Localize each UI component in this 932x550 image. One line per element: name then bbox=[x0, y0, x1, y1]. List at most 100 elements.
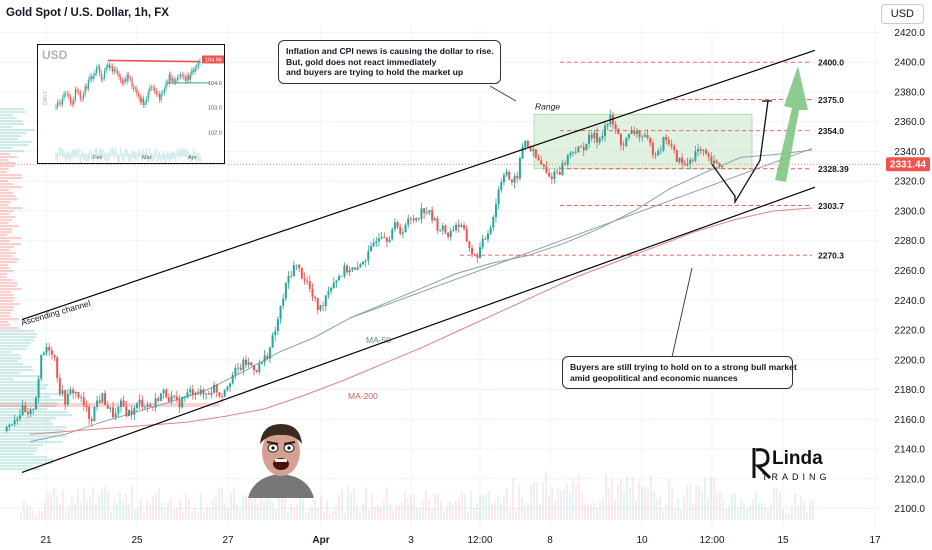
level-label: 2354.0 bbox=[818, 126, 844, 136]
inset-volume-bar bbox=[142, 149, 144, 158]
inset-candle-body bbox=[82, 94, 85, 99]
level-label: 2270.3 bbox=[818, 251, 844, 261]
candle-body bbox=[197, 393, 200, 395]
volume-bar bbox=[728, 505, 730, 520]
profile-bar bbox=[0, 183, 14, 186]
profile-bar bbox=[0, 288, 23, 291]
profile-bar bbox=[0, 399, 64, 402]
candle-body bbox=[5, 426, 8, 432]
candle-body bbox=[151, 406, 154, 408]
volume-bar bbox=[377, 504, 379, 520]
profile-bar bbox=[0, 318, 19, 321]
profile-bar bbox=[0, 114, 14, 117]
candle-body bbox=[135, 403, 138, 408]
volume-bar bbox=[548, 496, 550, 520]
volume-bar bbox=[533, 481, 535, 520]
profile-bar bbox=[0, 117, 17, 120]
inset-candle-body bbox=[171, 78, 174, 82]
price-tick-label: 2180.0 bbox=[894, 385, 925, 396]
volume-bar bbox=[506, 487, 508, 520]
profile-bar bbox=[0, 111, 26, 114]
inset-candle-body bbox=[102, 77, 104, 80]
profile-bar bbox=[0, 291, 12, 294]
inset-candle-body bbox=[61, 97, 64, 105]
candle-body bbox=[308, 280, 311, 289]
candle-body bbox=[657, 150, 660, 155]
inset-volume-bar bbox=[191, 154, 193, 163]
price-axis[interactable]: 2100.0 2120.0 2140.0 2160.0 2180.0 2200.0 2220… bbox=[894, 28, 925, 515]
inset-volume-bar bbox=[68, 152, 70, 161]
inset-price-tag bbox=[202, 55, 224, 64]
volume-bar bbox=[629, 487, 631, 520]
inset-volume-bar bbox=[92, 154, 94, 163]
profile-bar bbox=[0, 222, 9, 225]
profile-bar bbox=[0, 201, 11, 204]
inset-y-tick: 103.0 bbox=[208, 106, 222, 112]
candle-body bbox=[614, 124, 617, 130]
candle-body bbox=[77, 391, 80, 398]
profile-bar bbox=[0, 360, 19, 363]
volume-bar bbox=[731, 494, 733, 520]
inset-volume-bar bbox=[149, 148, 151, 157]
volume-bar bbox=[137, 509, 139, 520]
volume-bar bbox=[779, 490, 781, 520]
volume-bar bbox=[41, 510, 43, 520]
profile-bar bbox=[0, 333, 38, 336]
volume-bar bbox=[572, 477, 574, 520]
volume-bar bbox=[236, 504, 238, 520]
volume-bar bbox=[557, 487, 559, 520]
volume-bar bbox=[128, 503, 130, 520]
callout-bottom-pointer bbox=[671, 267, 693, 358]
candle-body bbox=[649, 138, 652, 144]
symbol-title[interactable]: Gold Spot / U.S. Dollar, 1h, FX bbox=[6, 7, 169, 19]
volume-bar bbox=[596, 507, 598, 520]
candle-body bbox=[401, 232, 404, 234]
candle-body bbox=[415, 217, 418, 221]
profile-bar bbox=[0, 372, 21, 375]
volume-bar bbox=[233, 486, 235, 520]
volume-bar bbox=[239, 509, 241, 520]
candle-body bbox=[407, 218, 410, 225]
volume-bar bbox=[602, 498, 604, 520]
inset-volume-bar bbox=[112, 147, 114, 156]
profile-bar bbox=[0, 348, 27, 351]
candle-body bbox=[691, 159, 694, 161]
price-tick-label: 2360.0 bbox=[894, 117, 925, 128]
candle-body bbox=[603, 125, 606, 137]
candle-body bbox=[143, 406, 146, 408]
candle-body bbox=[622, 145, 625, 146]
candle-body bbox=[207, 393, 210, 395]
volume-bar bbox=[656, 498, 658, 520]
profile-bar bbox=[0, 198, 18, 201]
candle-body bbox=[532, 149, 535, 151]
price-tick-label: 2120.0 bbox=[894, 474, 925, 485]
inset-volume-bar bbox=[158, 151, 161, 160]
inset-volume-bar bbox=[183, 148, 185, 157]
candle-body bbox=[130, 410, 133, 415]
volume-bar bbox=[131, 486, 133, 520]
candle-body bbox=[210, 392, 213, 395]
volume-bar bbox=[410, 495, 412, 520]
volume-bar bbox=[584, 503, 586, 520]
volume-bar bbox=[677, 497, 679, 520]
volume-bar bbox=[794, 492, 796, 520]
profile-bar bbox=[0, 159, 9, 162]
candle-body bbox=[670, 144, 673, 147]
candle-body bbox=[287, 275, 290, 284]
volume-bar bbox=[719, 491, 721, 520]
volume-bar bbox=[632, 476, 634, 520]
candle-body bbox=[284, 283, 287, 299]
volume-bar bbox=[263, 503, 265, 520]
currency-button[interactable]: USD bbox=[880, 4, 924, 24]
volume-bar bbox=[29, 505, 31, 520]
time-axis[interactable]: 21 25 27 Apr 3 12:00 8 10 12:00 15 17 bbox=[40, 535, 881, 546]
profile-bar bbox=[0, 423, 53, 426]
candle-body bbox=[183, 397, 186, 398]
candle-body bbox=[356, 267, 359, 270]
last-price-label: 2331.44 bbox=[890, 160, 927, 171]
volume-bar bbox=[53, 487, 55, 520]
candle-body bbox=[667, 139, 670, 145]
inset-candle-body bbox=[146, 99, 148, 103]
candle-body bbox=[662, 136, 665, 151]
